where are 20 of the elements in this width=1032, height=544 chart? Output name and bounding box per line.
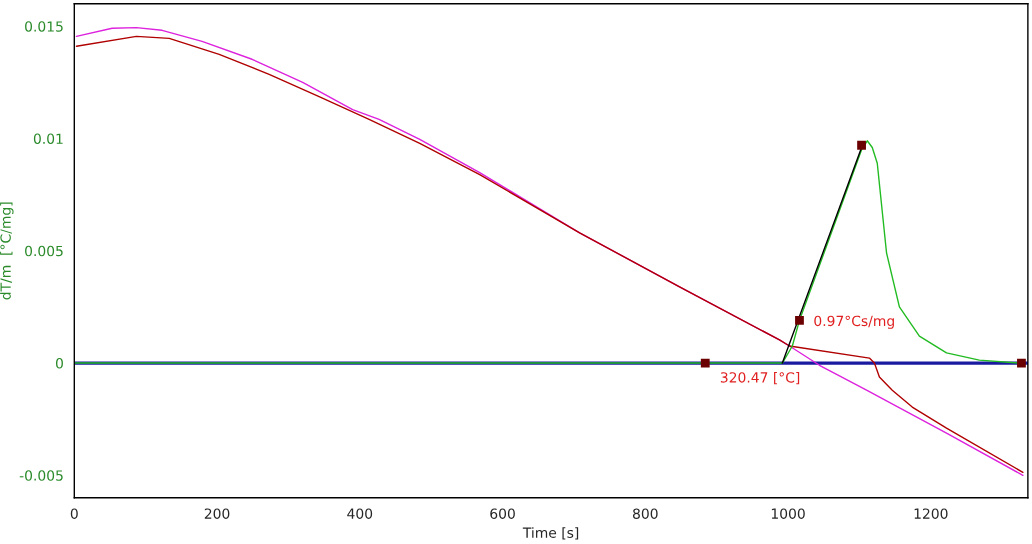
point (1017, 358, 1026, 368)
annotation: 0.97°Cs/mg (814, 315, 894, 329)
y-tick-label: -0.005 (19, 470, 63, 481)
x-tick-label: 200 (204, 508, 230, 519)
x-tick-label: 1000 (771, 508, 805, 519)
y-axis-title: dT/m [°C/mg] (0, 202, 14, 300)
x-tick-label: 600 (490, 508, 515, 519)
y-tick-label: 0 (55, 358, 63, 369)
x-tick-label: 800 (632, 508, 658, 519)
x-axis-title: Time [s] (522, 527, 579, 540)
point (795, 315, 804, 325)
point (857, 140, 866, 150)
x-tick-label: 400 (347, 508, 373, 519)
y-tick-label: 0.005 (25, 245, 63, 257)
annotation: 320.47 [°C] (720, 371, 800, 385)
x-tick-label: 0 (70, 508, 78, 519)
y-tick-label: 0.015 (25, 21, 63, 32)
x-tick-label: 1200 (914, 508, 948, 519)
y-tick-label: 0.01 (33, 133, 63, 144)
point (700, 358, 710, 368)
